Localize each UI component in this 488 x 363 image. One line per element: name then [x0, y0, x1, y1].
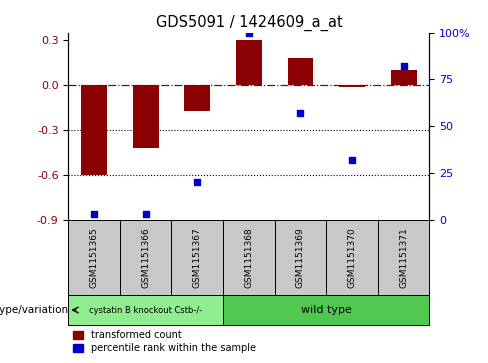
- Bar: [339, 85, 365, 86]
- Point: [297, 110, 305, 116]
- Text: genotype/variation: genotype/variation: [0, 305, 68, 315]
- Text: GSM1151365: GSM1151365: [90, 227, 99, 287]
- Bar: [68, 295, 223, 325]
- Bar: [275, 220, 326, 295]
- Text: wild type: wild type: [301, 305, 352, 315]
- Bar: [378, 220, 429, 295]
- Text: GSM1151371: GSM1151371: [399, 227, 408, 287]
- Text: GSM1151370: GSM1151370: [347, 227, 357, 287]
- Title: GDS5091 / 1424609_a_at: GDS5091 / 1424609_a_at: [156, 15, 342, 31]
- Text: GSM1151367: GSM1151367: [193, 227, 202, 287]
- Text: GSM1151369: GSM1151369: [296, 227, 305, 287]
- Point: [142, 211, 150, 217]
- Point: [193, 180, 201, 185]
- Bar: [223, 295, 429, 325]
- Bar: [326, 220, 378, 295]
- Point: [348, 157, 356, 163]
- Bar: [391, 70, 417, 85]
- Bar: [133, 85, 159, 148]
- Bar: [287, 58, 313, 85]
- Bar: [120, 220, 171, 295]
- Bar: [81, 85, 107, 175]
- Bar: [236, 40, 262, 85]
- Point: [90, 211, 98, 217]
- Text: cystatin B knockout Cstb-/-: cystatin B knockout Cstb-/-: [89, 306, 203, 314]
- Bar: [68, 220, 120, 295]
- Text: GSM1151366: GSM1151366: [141, 227, 150, 287]
- Bar: [171, 220, 223, 295]
- Bar: [184, 85, 210, 110]
- Point: [245, 30, 253, 36]
- Bar: [223, 220, 275, 295]
- Point: [400, 64, 407, 69]
- Text: GSM1151368: GSM1151368: [244, 227, 253, 287]
- Legend: transformed count, percentile rank within the sample: transformed count, percentile rank withi…: [73, 330, 256, 353]
